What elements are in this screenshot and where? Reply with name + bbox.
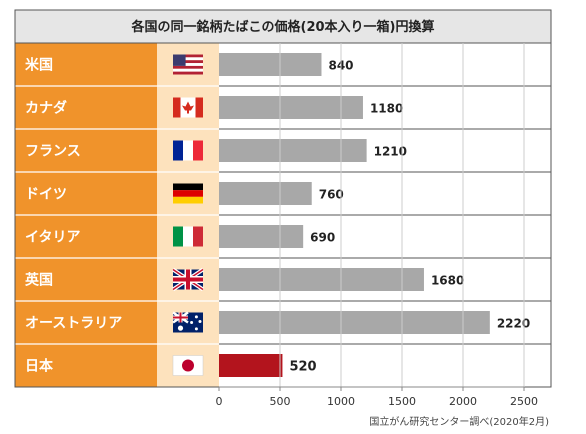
bar xyxy=(219,139,367,162)
category-label: イタリア xyxy=(25,230,80,246)
value-label: 1210 xyxy=(374,145,407,159)
bar xyxy=(219,268,424,291)
value-label: 690 xyxy=(310,231,335,245)
category-label: 米国 xyxy=(25,57,53,74)
value-label: 1680 xyxy=(431,274,464,288)
gridlines xyxy=(279,43,525,387)
category-label: 英国 xyxy=(24,272,53,289)
bar-highlight xyxy=(219,354,283,377)
bar xyxy=(219,53,322,76)
chart-header xyxy=(14,9,552,44)
canada-flag-icon xyxy=(173,97,203,118)
bar xyxy=(219,96,363,119)
germany-flag-icon xyxy=(173,183,203,204)
chart-title: 各国の同一銘柄たばこの価格(20本入り一箱)円換算 xyxy=(131,19,435,35)
bar xyxy=(219,225,304,248)
france-flag-icon xyxy=(173,140,203,161)
source-note: 国立がん研究センター調べ(2020年2月) xyxy=(369,415,549,428)
uk-flag-icon xyxy=(171,267,205,292)
category-label: オーストラリア xyxy=(25,316,122,332)
value-label: 760 xyxy=(319,188,344,202)
x-axis: 0 500 1000 1500 2000 2500 xyxy=(216,386,538,408)
x-tick-label: 2000 xyxy=(449,395,477,408)
category-label: ドイツ xyxy=(25,187,67,203)
bar xyxy=(219,182,312,205)
value-label: 1180 xyxy=(370,102,403,116)
category-label: カナダ xyxy=(25,100,67,117)
value-label: 2220 xyxy=(497,317,530,331)
x-tick-label: 1000 xyxy=(327,395,355,408)
bar xyxy=(219,311,490,334)
category-label: フランス xyxy=(25,144,81,160)
category-label: 日本 xyxy=(25,358,54,375)
australia-flag-icon xyxy=(172,311,203,333)
x-tick-label: 0 xyxy=(216,395,223,408)
x-tick-label: 2500 xyxy=(510,395,538,408)
x-tick-label: 1500 xyxy=(388,395,416,408)
value-label: 520 xyxy=(289,360,316,375)
italy-flag-icon xyxy=(173,226,203,247)
x-tick-label: 500 xyxy=(270,395,291,408)
japan-flag-icon xyxy=(172,355,204,376)
us-flag-icon xyxy=(173,54,203,75)
